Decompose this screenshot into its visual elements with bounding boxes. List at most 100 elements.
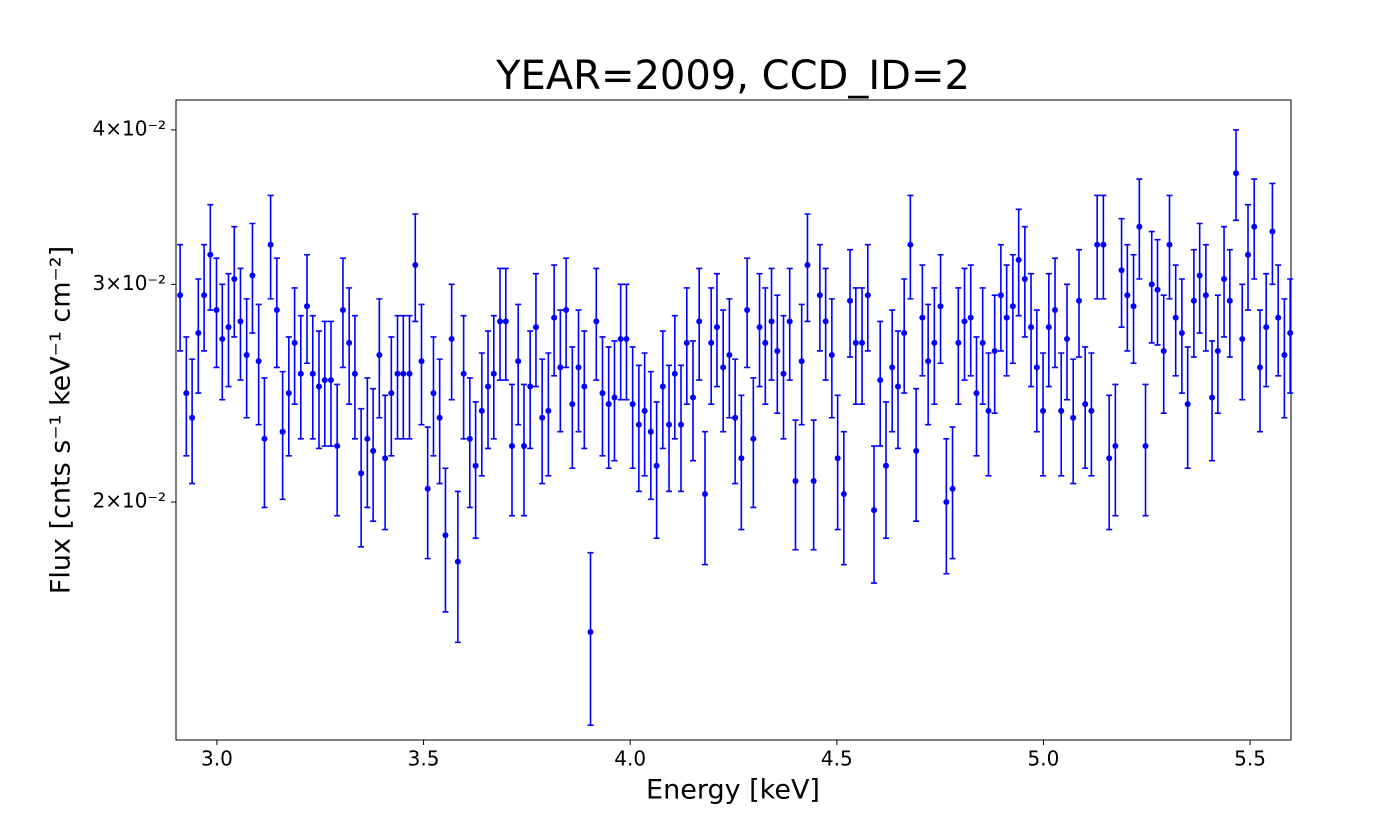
error-bar xyxy=(520,383,527,517)
data-point xyxy=(889,364,896,371)
error-bar xyxy=(490,314,497,440)
error-bar xyxy=(394,314,401,440)
error-bar xyxy=(189,358,196,485)
error-bar xyxy=(376,298,383,419)
data-point xyxy=(502,318,509,325)
data-point xyxy=(871,507,878,514)
data-point xyxy=(659,383,666,390)
data-point xyxy=(798,358,805,365)
data-point xyxy=(1003,314,1010,321)
error-bar xyxy=(690,340,696,462)
error-bar xyxy=(400,314,407,440)
error-bar xyxy=(545,352,552,477)
data-point xyxy=(520,443,527,450)
data-point xyxy=(1100,241,1107,248)
error-bar xyxy=(454,490,461,644)
y-tick-label: 4×10⁻² xyxy=(92,116,166,140)
data-point xyxy=(569,401,576,408)
error-bar xyxy=(1257,309,1263,433)
error-bar xyxy=(840,430,847,566)
data-point xyxy=(382,455,389,462)
data-point xyxy=(243,352,250,359)
error-bar xyxy=(641,352,648,477)
error-bar xyxy=(647,370,654,501)
data-point xyxy=(1269,228,1276,235)
data-point xyxy=(297,370,304,377)
data-point xyxy=(997,292,1004,299)
data-point xyxy=(490,370,497,377)
data-point xyxy=(1184,401,1191,408)
data-point xyxy=(1190,297,1197,304)
error-bar xyxy=(569,346,576,470)
data-point xyxy=(321,377,328,384)
data-point xyxy=(1221,276,1228,283)
data-point xyxy=(406,370,413,377)
data-point xyxy=(720,364,727,371)
data-point xyxy=(255,358,262,365)
error-bar xyxy=(762,287,769,405)
error-bar xyxy=(1214,294,1221,414)
data-point xyxy=(418,358,425,365)
data-point xyxy=(219,335,226,342)
data-point xyxy=(744,307,751,314)
data-point xyxy=(327,377,334,384)
data-point xyxy=(1209,394,1216,401)
error-bar xyxy=(810,419,817,551)
error-bar xyxy=(708,287,715,405)
error-bar xyxy=(780,314,787,440)
data-point xyxy=(1178,330,1185,337)
data-point xyxy=(267,241,274,248)
data-point xyxy=(864,292,871,299)
error-bar xyxy=(581,330,588,450)
data-point xyxy=(454,558,461,565)
error-bar xyxy=(219,283,226,401)
data-point xyxy=(1064,335,1071,342)
x-tick-label: 3.0 xyxy=(201,747,233,771)
data-point xyxy=(931,339,938,346)
data-point xyxy=(1009,303,1016,310)
data-point xyxy=(961,318,968,325)
data-point xyxy=(291,339,298,346)
error-bar xyxy=(798,303,805,426)
data-point xyxy=(285,390,292,397)
error-bar xyxy=(701,430,708,566)
data-point xyxy=(683,339,690,346)
data-point xyxy=(732,414,739,421)
error-bar xyxy=(617,283,624,401)
data-point xyxy=(587,629,594,636)
error-bar xyxy=(828,298,835,419)
error-bar xyxy=(334,383,341,517)
data-point xyxy=(774,347,781,354)
data-point xyxy=(1124,292,1131,299)
data-point xyxy=(623,335,630,342)
error-bar xyxy=(925,303,932,426)
data-point xyxy=(442,532,449,539)
data-point xyxy=(424,485,431,492)
error-bar xyxy=(1160,294,1167,414)
error-bar xyxy=(424,426,431,560)
plot-frame xyxy=(175,99,1292,741)
error-bar xyxy=(889,309,896,433)
error-bar xyxy=(859,287,866,405)
data-point xyxy=(919,314,926,321)
data-point xyxy=(1275,314,1282,321)
data-point xyxy=(1263,324,1270,331)
data-point xyxy=(225,324,232,331)
data-point xyxy=(1094,241,1101,248)
error-bar xyxy=(1070,358,1077,485)
error-bar xyxy=(991,294,998,414)
data-point xyxy=(1226,297,1233,304)
data-point xyxy=(678,421,685,428)
data-point xyxy=(913,447,920,454)
error-bar xyxy=(508,383,515,517)
error-bar xyxy=(901,278,908,394)
error-bar xyxy=(599,336,606,457)
data-point xyxy=(937,303,944,310)
data-point xyxy=(394,370,401,377)
data-point xyxy=(750,435,757,442)
x-axis-label: Energy [keV] xyxy=(646,775,820,806)
error-bar xyxy=(1287,278,1294,394)
error-bar xyxy=(1239,283,1246,401)
data-point xyxy=(177,292,184,299)
